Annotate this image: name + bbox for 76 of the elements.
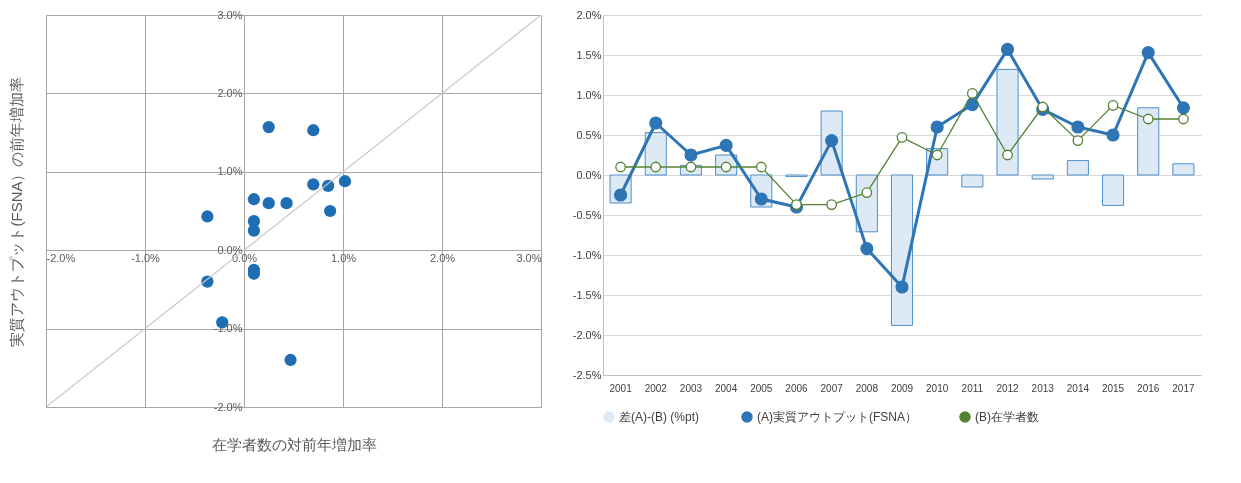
y-tick-label: 0.0% xyxy=(576,168,602,181)
x-tick-label: 2015 xyxy=(1101,382,1125,394)
point xyxy=(1178,113,1189,125)
point xyxy=(861,187,873,198)
point xyxy=(930,120,944,134)
y-tick-label: -1.5% xyxy=(572,288,602,301)
x-tick-label: 2014 xyxy=(1066,382,1090,394)
x-tick-label: 2009 xyxy=(890,382,914,394)
bar xyxy=(1172,163,1195,176)
x-tick-label: 2008 xyxy=(855,382,879,394)
bar xyxy=(961,174,984,188)
y-tick-label: 2.0% xyxy=(576,8,602,21)
point xyxy=(1107,100,1119,111)
x-tick-label: 2004 xyxy=(714,382,738,394)
x-tick-label: 2.0% xyxy=(429,251,456,264)
bar xyxy=(1137,107,1160,176)
y-axis-title: 実質アウトプット(FSNA）の前年増加率 xyxy=(7,76,25,347)
x-tick-label: -1.0% xyxy=(131,251,161,264)
point xyxy=(1071,120,1085,134)
y-tick-label: -2.0% xyxy=(572,328,602,341)
bar xyxy=(1031,174,1054,180)
y-tick-label: -2.0% xyxy=(213,400,243,413)
point xyxy=(650,161,662,173)
bar xyxy=(1102,174,1125,206)
y-tick-label: 0.5% xyxy=(576,128,602,141)
legend-label: (A)実質アウトプット(FSNA） xyxy=(757,410,917,424)
x-tick-label: 2013 xyxy=(1031,382,1055,394)
point xyxy=(1072,135,1084,146)
point xyxy=(755,161,767,173)
x-tick-label: 2002 xyxy=(644,382,668,394)
x-tick-label: 1.0% xyxy=(330,251,357,264)
point xyxy=(615,161,626,173)
y-tick-label: 1.0% xyxy=(576,88,602,101)
x-tick-label: 2007 xyxy=(820,382,844,394)
point xyxy=(754,192,768,206)
point xyxy=(791,199,802,210)
legend-label: (B)在学者数 xyxy=(975,410,1039,424)
x-tick-label: 2017 xyxy=(1172,382,1195,394)
x-tick-label: -2.0% xyxy=(46,251,76,264)
x-tick-label: 2011 xyxy=(961,382,984,394)
bar xyxy=(1066,160,1089,176)
point xyxy=(860,242,874,256)
y-tick-label: 2.0% xyxy=(217,86,243,99)
bar xyxy=(890,174,914,326)
x-tick-label: 2012 xyxy=(996,382,1020,394)
point xyxy=(1106,128,1120,142)
x-tick-label: 2006 xyxy=(785,382,809,394)
x-tick-label: 2001 xyxy=(609,382,633,394)
point xyxy=(966,88,978,99)
x-tick-label: 3.0% xyxy=(516,251,542,264)
x-tick-label: 2016 xyxy=(1137,382,1160,394)
point xyxy=(1142,113,1154,125)
bar xyxy=(996,68,1019,176)
point xyxy=(826,199,838,210)
point xyxy=(719,138,733,152)
x-tick-label: 2010 xyxy=(926,382,949,394)
point xyxy=(649,116,663,130)
point xyxy=(684,148,698,162)
point xyxy=(1141,46,1155,60)
point xyxy=(1000,42,1015,56)
y-tick-label: 1.5% xyxy=(576,48,602,61)
point xyxy=(1176,101,1190,115)
y-tick-label: 1.0% xyxy=(217,165,243,178)
legend-label: 差(A)-(B) (%pt) xyxy=(619,410,699,424)
point xyxy=(1002,149,1013,161)
point xyxy=(931,149,943,161)
y-tick-label: 3.0% xyxy=(217,8,243,21)
x-axis-title: 在学者数の対前年増加率 xyxy=(211,435,377,453)
y-tick-label: -2.5% xyxy=(572,368,602,381)
point xyxy=(896,132,908,143)
x-tick-label: 2005 xyxy=(750,382,773,394)
x-tick-label: 2003 xyxy=(679,382,703,394)
point xyxy=(685,161,697,173)
y-tick-label: -0.5% xyxy=(572,208,602,221)
point xyxy=(895,280,909,294)
point xyxy=(825,134,839,148)
